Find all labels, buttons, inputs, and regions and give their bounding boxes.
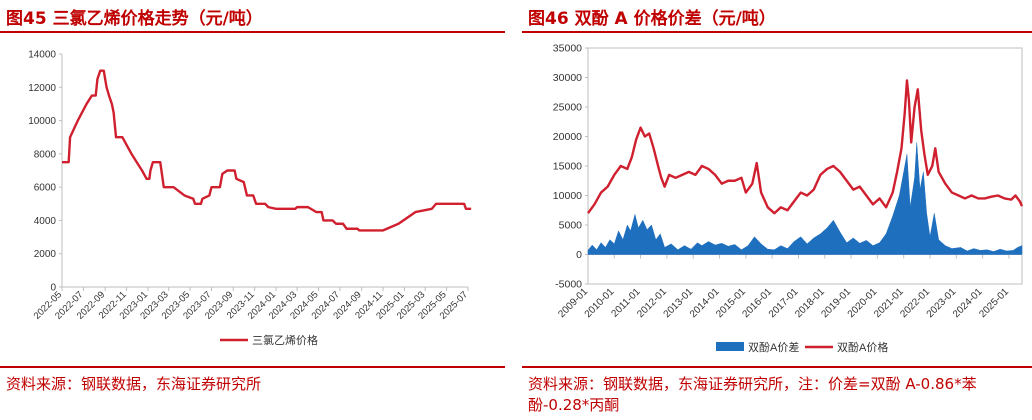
y-tick-label: 10000	[553, 190, 582, 202]
figure-46-source: 资料来源：钢联数据，东海证券研究所，注：价差=双酚 A-0.86*苯酚-0.28…	[528, 375, 977, 414]
y-tick-label: 14000	[28, 50, 56, 61]
y-tick-label: 20000	[553, 131, 582, 143]
y-tick-label: 35000	[553, 43, 582, 55]
y-tick-label: -5000	[555, 279, 582, 291]
figure-45-title: 图45 三氯乙烯价格走势（元/吨）	[6, 9, 263, 29]
series-area-0	[587, 142, 1023, 255]
figure-45-panel: 图45 三氯乙烯价格走势（元/吨） 0 2000 4000 6000 8000 10000…	[0, 0, 505, 420]
y-tick-label: 4000	[34, 216, 57, 227]
y-tick-label: 2000	[34, 249, 57, 260]
y-tick-label: 30000	[553, 72, 582, 84]
series-line-1	[587, 79, 1024, 215]
y-tick-label: 10000	[28, 116, 56, 127]
bpa-price-spread-chart: -5000 0 5000 10000 15000 20000 25000 30000 35000…	[553, 43, 1024, 354]
y-tick-label: 6000	[34, 183, 57, 194]
figure-46-bottom-rule	[522, 366, 1032, 368]
y-tick-label: 25000	[553, 102, 582, 114]
legend-label-0: 双酚A价差	[748, 340, 799, 354]
figure-46-top-rule	[522, 31, 1032, 33]
y-tick-label: 0	[50, 283, 56, 294]
figure-45-source: 资料来源：钢联数据，东海证券研究所	[6, 375, 262, 393]
figure-45-top-rule	[0, 31, 505, 33]
y-tick-label: 5000	[559, 220, 583, 232]
tce-price-chart: 020004000600080001000012000140002022-052…	[28, 50, 472, 347]
figure-46-title: 图46 双酚 A 价格价差（元/吨）	[528, 9, 776, 29]
series-line-0	[62, 69, 472, 232]
x-tick-label: 2025-01	[977, 286, 1011, 320]
legend-label-0: 三氯乙烯价格	[252, 333, 318, 347]
y-tick-label: 12000	[28, 83, 56, 94]
figure-46-panel: 图46 双酚 A 价格价差（元/吨） -5000 0 5000 10000 15000 2…	[522, 0, 1032, 420]
figure-45-bottom-rule	[0, 366, 505, 368]
y-tick-label: 0	[576, 249, 582, 261]
legend-swatch-0	[716, 342, 744, 351]
y-tick-label: 15000	[553, 161, 582, 173]
y-tick-label: 8000	[34, 149, 57, 160]
legend-label-1: 双酚A价格	[837, 340, 888, 354]
